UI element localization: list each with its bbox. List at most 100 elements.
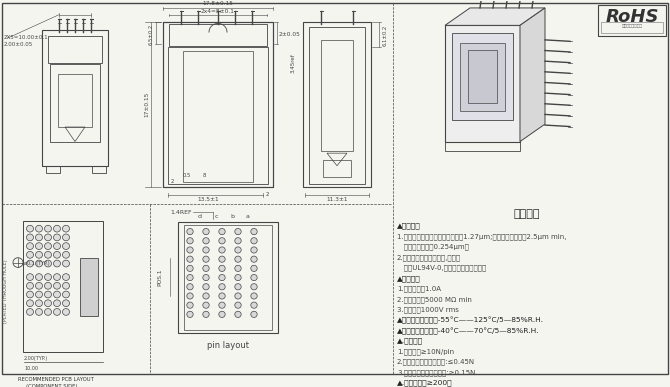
Text: 2X5=10.00±0.1: 2X5=10.00±0.1 <box>4 35 49 40</box>
Circle shape <box>44 260 52 267</box>
Circle shape <box>203 284 209 290</box>
Circle shape <box>234 284 241 290</box>
Circle shape <box>203 247 209 253</box>
Circle shape <box>251 284 257 290</box>
Text: 技术要求: 技术要求 <box>514 209 540 219</box>
Bar <box>309 27 365 184</box>
Circle shape <box>27 243 34 250</box>
Text: 1.额定电流：1.0A: 1.额定电流：1.0A <box>397 286 441 292</box>
Bar <box>50 64 100 142</box>
Circle shape <box>234 311 241 317</box>
Circle shape <box>62 274 70 281</box>
Text: ▲电气性能: ▲电气性能 <box>397 275 421 282</box>
Text: 1.插针：铜合金，底层镀镍不小于1.27μm;压接区表面镀雾锡2.5μm min,: 1.插针：铜合金，底层镀镍不小于1.27μm;压接区表面镀雾锡2.5μm min… <box>397 233 567 240</box>
Text: 2: 2 <box>171 179 174 184</box>
Circle shape <box>54 308 60 315</box>
Text: ▲存储温度及湿度：-40°C——70°C/5—85%R.H.: ▲存储温度及湿度：-40°C——70°C/5—85%R.H. <box>397 327 539 335</box>
Bar <box>163 22 273 187</box>
Text: 10.00: 10.00 <box>24 366 38 371</box>
Circle shape <box>234 293 241 299</box>
Circle shape <box>219 274 225 281</box>
Circle shape <box>234 302 241 308</box>
Circle shape <box>251 256 257 262</box>
Circle shape <box>62 283 70 289</box>
Circle shape <box>44 283 52 289</box>
Circle shape <box>234 256 241 262</box>
Circle shape <box>219 256 225 262</box>
Text: 2: 2 <box>266 192 269 197</box>
Circle shape <box>62 260 70 267</box>
Circle shape <box>203 228 209 235</box>
Text: b: b <box>230 214 234 219</box>
Circle shape <box>234 228 241 235</box>
Circle shape <box>27 260 34 267</box>
Circle shape <box>251 311 257 317</box>
Text: 6.5±0.2: 6.5±0.2 <box>149 24 154 45</box>
Circle shape <box>27 283 34 289</box>
Circle shape <box>187 265 193 271</box>
Text: d: d <box>198 214 202 219</box>
Text: (PLATED THROUGH HOLE): (PLATED THROUGH HOLE) <box>3 260 9 324</box>
Bar <box>23 221 103 352</box>
Circle shape <box>54 283 60 289</box>
Bar <box>323 160 351 177</box>
Circle shape <box>251 293 257 299</box>
Circle shape <box>44 243 52 250</box>
Circle shape <box>187 247 193 253</box>
Text: c: c <box>214 214 218 219</box>
Circle shape <box>219 284 225 290</box>
Circle shape <box>27 300 34 307</box>
Text: 2±0.05: 2±0.05 <box>279 32 301 36</box>
Text: 2.塑件材料：耐高温材料,米黄色: 2.塑件材料：耐高温材料,米黄色 <box>397 254 461 261</box>
Circle shape <box>234 247 241 253</box>
Circle shape <box>62 308 70 315</box>
Circle shape <box>187 238 193 244</box>
Text: 1.4REF: 1.4REF <box>170 210 192 215</box>
Text: 2.连接器每个触点插入力:≤0.45N: 2.连接器每个触点插入力:≤0.45N <box>397 359 475 365</box>
Circle shape <box>27 234 34 241</box>
Circle shape <box>187 228 193 235</box>
Circle shape <box>219 293 225 299</box>
Bar <box>48 36 102 63</box>
Circle shape <box>36 243 42 250</box>
Text: 8: 8 <box>203 173 206 178</box>
Circle shape <box>219 247 225 253</box>
Circle shape <box>251 247 257 253</box>
Bar <box>601 22 663 33</box>
Circle shape <box>62 234 70 241</box>
Circle shape <box>251 302 257 308</box>
Text: ▲表面处理: ▲表面处理 <box>397 223 421 229</box>
Circle shape <box>36 260 42 267</box>
Circle shape <box>27 274 34 281</box>
Circle shape <box>36 283 42 289</box>
Circle shape <box>36 308 42 315</box>
Text: 6.1±0.2: 6.1±0.2 <box>383 24 388 46</box>
Circle shape <box>187 284 193 290</box>
Text: 2.绝缘电阻：5000 MΩ min: 2.绝缘电阻：5000 MΩ min <box>397 296 472 303</box>
Circle shape <box>219 302 225 308</box>
Text: RECOMMENDED PCB LAYOUT: RECOMMENDED PCB LAYOUT <box>18 377 94 382</box>
Bar <box>46 166 60 173</box>
Bar <box>598 5 666 36</box>
Text: (COMPONENT SIDE): (COMPONENT SIDE) <box>26 384 78 387</box>
Polygon shape <box>520 8 545 142</box>
Bar <box>452 33 513 120</box>
Circle shape <box>54 252 60 258</box>
Circle shape <box>27 225 34 232</box>
Circle shape <box>44 225 52 232</box>
Circle shape <box>54 260 60 267</box>
Circle shape <box>187 302 193 308</box>
Circle shape <box>62 252 70 258</box>
Text: 3.45ref: 3.45ref <box>291 54 296 74</box>
Circle shape <box>36 291 42 298</box>
Text: 阻燃UL94V-0,颜色均匀无明显差异，: 阻燃UL94V-0,颜色均匀无明显差异， <box>397 265 486 271</box>
Text: 11.3±1: 11.3±1 <box>326 197 348 202</box>
Circle shape <box>251 265 257 271</box>
Circle shape <box>54 243 60 250</box>
Text: 环保材料使用声明: 环保材料使用声明 <box>622 24 643 28</box>
Circle shape <box>54 234 60 241</box>
Circle shape <box>187 256 193 262</box>
Text: 3.连接器每个触点拔出力:≥0.15N: 3.连接器每个触点拔出力:≥0.15N <box>397 369 476 376</box>
Circle shape <box>27 308 34 315</box>
Circle shape <box>44 300 52 307</box>
